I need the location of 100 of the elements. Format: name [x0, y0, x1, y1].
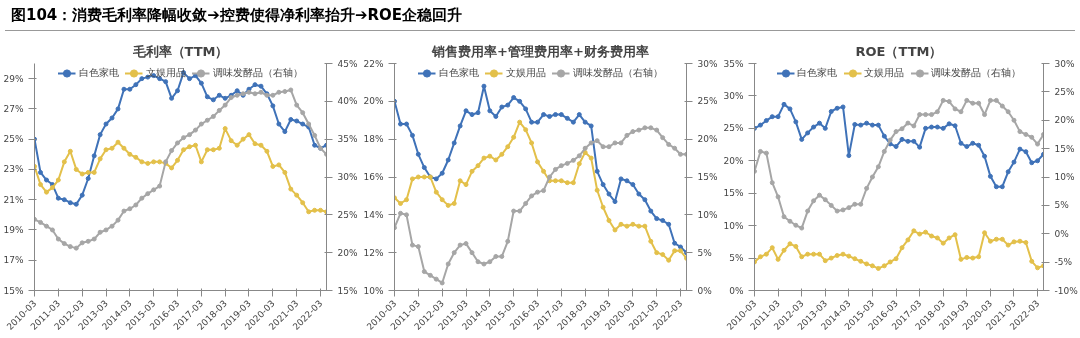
point: [517, 208, 523, 214]
point: [469, 112, 475, 118]
point: [648, 208, 654, 214]
point: [210, 147, 216, 153]
point: [654, 250, 660, 256]
point: [570, 119, 576, 125]
y-tick-label: 25%: [723, 123, 744, 134]
point: [899, 245, 905, 251]
point: [409, 242, 415, 248]
point: [558, 178, 564, 184]
point: [600, 144, 606, 150]
point: [1035, 265, 1041, 271]
point: [846, 153, 852, 159]
point: [612, 227, 618, 233]
point: [499, 253, 505, 259]
point: [157, 183, 163, 189]
y2-tick-label: 30%: [697, 58, 718, 69]
point: [421, 269, 427, 275]
point: [61, 159, 67, 165]
point: [864, 120, 870, 126]
point: [672, 240, 678, 246]
point: [445, 202, 451, 208]
y-tick-label: 10%: [363, 285, 384, 296]
point: [840, 251, 846, 257]
point: [999, 184, 1005, 190]
point: [270, 92, 276, 98]
point: [306, 209, 312, 215]
point: [636, 191, 642, 197]
point: [558, 112, 564, 118]
point: [127, 86, 133, 92]
point: [252, 82, 258, 88]
point: [169, 165, 175, 171]
point: [618, 176, 624, 182]
point: [805, 130, 811, 136]
point: [398, 200, 403, 206]
point: [163, 79, 169, 85]
point: [38, 169, 43, 175]
point: [415, 174, 421, 180]
y2-tick-label: 0%: [1054, 228, 1070, 239]
y-tick-label: 20%: [723, 155, 744, 166]
point: [288, 87, 294, 93]
y-tick-label: 16%: [363, 172, 384, 182]
point: [312, 207, 318, 213]
point: [1005, 242, 1011, 248]
point: [121, 208, 127, 214]
point: [133, 154, 139, 160]
y-tick-label: 21%: [3, 194, 24, 205]
point: [763, 150, 769, 156]
y-tick-label: 25%: [3, 134, 24, 145]
point: [893, 256, 899, 262]
point: [618, 221, 624, 227]
point: [636, 223, 642, 229]
point: [893, 129, 899, 135]
point: [822, 258, 828, 264]
point: [775, 114, 781, 120]
point: [67, 200, 73, 206]
point: [541, 188, 547, 194]
point: [958, 109, 964, 115]
point: [846, 205, 852, 211]
point: [115, 139, 121, 145]
point: [594, 138, 600, 144]
y2-tick-label: 10%: [1054, 172, 1075, 182]
point: [145, 191, 151, 197]
point: [282, 169, 288, 175]
point: [869, 122, 875, 128]
point: [588, 155, 594, 161]
point: [109, 115, 115, 121]
point: [618, 140, 624, 146]
point: [993, 184, 999, 190]
point: [624, 178, 630, 184]
legend-label: 白色家电: [78, 66, 119, 80]
point: [846, 253, 852, 259]
point: [606, 144, 612, 150]
point: [55, 177, 61, 183]
point: [858, 201, 864, 207]
point: [781, 247, 787, 253]
point: [73, 201, 79, 207]
point: [976, 100, 982, 106]
point: [79, 171, 85, 177]
point: [270, 103, 276, 109]
point: [811, 198, 817, 204]
point: [204, 147, 210, 153]
point: [1005, 109, 1011, 115]
point: [828, 202, 834, 208]
point: [73, 245, 79, 251]
point: [881, 133, 887, 139]
chart-title: 毛利率（TTM）: [131, 43, 229, 59]
point: [964, 97, 970, 103]
point: [511, 208, 517, 214]
point: [757, 148, 763, 154]
point: [517, 98, 523, 104]
point: [204, 117, 210, 123]
point: [552, 178, 558, 184]
point: [523, 106, 529, 112]
point: [451, 250, 457, 256]
point: [564, 160, 570, 166]
point: [917, 231, 923, 237]
point: [421, 165, 427, 171]
point: [858, 258, 864, 264]
point: [234, 88, 240, 94]
